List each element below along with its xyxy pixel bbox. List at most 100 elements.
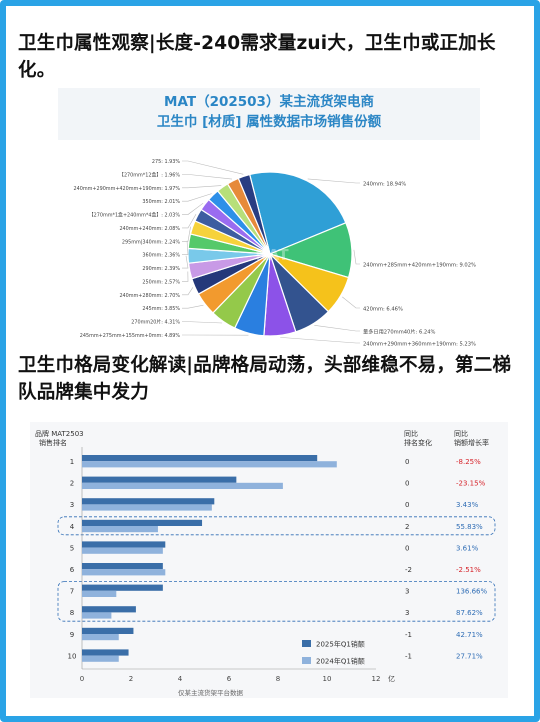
pie-slice-label: 240mm: 18.94% <box>363 182 406 188</box>
rank-label: 8 <box>70 609 74 617</box>
pie-slice-label: 240mm+240mm: 2.08% <box>119 226 180 232</box>
growth-value: -8.25% <box>456 458 481 466</box>
bar-2025 <box>82 606 136 613</box>
rank-change-value: 0 <box>405 480 409 488</box>
bar-2024 <box>82 547 163 554</box>
x-tick-label: 8 <box>276 675 280 683</box>
pie-slice-label: 245mm: 3.85% <box>142 306 180 312</box>
rank-label: 2 <box>70 480 74 488</box>
x-unit-label: 亿 <box>388 674 395 683</box>
pie-slice-label: 240mm+280mm: 2.70% <box>119 293 180 299</box>
pie-leader-line <box>182 271 189 282</box>
pie-slice-label: 295mm|340mm: 2.24% <box>122 239 180 245</box>
rank-label: 7 <box>70 588 74 596</box>
x-tick-label: 0 <box>80 675 84 683</box>
pie-leader-line <box>307 178 360 184</box>
pie-leader-line <box>182 193 212 202</box>
pie-leader-line <box>182 321 223 324</box>
bar-2024 <box>82 655 119 662</box>
bar-2025 <box>82 519 203 526</box>
rank-change-value: -1 <box>405 652 412 660</box>
growth-value: 42.71% <box>456 631 483 639</box>
highlight-box <box>57 516 496 536</box>
pie-slice-label: 【270mm*12盒】: 1.96% <box>119 171 180 178</box>
growth-value: -2.51% <box>456 566 481 574</box>
pie-slice <box>248 171 347 255</box>
rank-label: 4 <box>70 523 75 531</box>
pie-title-box: MAT（202503）某主流货架电商 卫生巾 [材质] 属性数据市场销售份额 <box>58 88 480 140</box>
pie-leader-line <box>182 160 244 175</box>
rank-change-value: 2 <box>405 523 409 531</box>
pie-slice <box>237 173 271 255</box>
bar-2025 <box>82 627 134 634</box>
rank-change-value: 0 <box>405 458 409 466</box>
x-tick-label: 4 <box>178 675 183 683</box>
legend-label-2025: 2025年Q1销额 <box>316 640 365 649</box>
bar-2025 <box>82 584 163 591</box>
rank-header: 销售排名 <box>39 438 67 447</box>
rank-label: 6 <box>70 566 75 574</box>
pie-chart-subtitle: 卫生巾 [材质] 属性数据市场销售份额 <box>156 114 382 130</box>
pie-leader-line <box>182 304 204 309</box>
pie-leader-line <box>182 213 197 229</box>
growth-value: 87.62% <box>456 609 483 617</box>
bar-2024 <box>82 504 212 511</box>
pie-slice-label: 245mm+275mm+155mm+0mm: 4.89% <box>80 333 181 339</box>
bar-2025 <box>82 498 215 505</box>
pie-leader-line <box>353 249 360 265</box>
bar-2025 <box>82 541 166 548</box>
pie-slice-label: 250mm: 2.57% <box>142 279 180 285</box>
section-heading-attributes: 卫生巾属性观察|长度-240需求量zui大，卫生巾或正加长化。 <box>18 33 496 81</box>
rank-change-value: 0 <box>405 544 409 552</box>
x-tick-label: 12 <box>372 675 381 683</box>
growth-header: 同比 <box>454 429 468 438</box>
pie-leader-line <box>182 226 191 242</box>
pie-chart-title: MAT（202503）某主流货架电商 <box>164 94 374 110</box>
bar-2024 <box>82 590 117 597</box>
section-heading-brands: 卫生巾格局变化解读|品牌格局动荡，头部维稳不易，第二梯队品牌集中发力 <box>18 355 512 403</box>
legend-label-2024: 2024年Q1销额 <box>316 657 365 666</box>
growth-value: 27.71% <box>456 652 483 660</box>
rank-label: 9 <box>70 631 74 639</box>
pie-leader-line <box>182 185 222 189</box>
rank-change-value: 3 <box>405 588 409 596</box>
growth-value: 3.61% <box>456 544 479 552</box>
pie-slice-label: 【270mm*1盒+240mm*4盒】: 2.03% <box>89 212 181 219</box>
rank-change-value: -1 <box>405 631 412 639</box>
legend-swatch-2025 <box>302 640 311 647</box>
pie-slice-label: 350mm: 2.01% <box>142 199 180 205</box>
source-note: 仅某主流货架平台数据 <box>178 688 244 697</box>
bar-2025 <box>82 455 318 462</box>
pie-leader-line <box>182 240 189 255</box>
pie-slice-label: 240mm+290mm+360mm+190mm: 5.23% <box>363 342 476 348</box>
pie-slice-label: 360mm: 2.36% <box>142 253 180 259</box>
rank-change-value: 0 <box>405 501 409 509</box>
bar-2024 <box>82 612 112 619</box>
pie-chart-panel: MAT（202503）某主流货架电商 卫生巾 [材质] 属性数据市场销售份额 2… <box>58 88 480 348</box>
x-tick-label: 6 <box>227 675 232 683</box>
pie-slice-label: 275: 1.93% <box>152 159 180 165</box>
pie-leader-line <box>182 174 233 180</box>
pie-slice-label: 270mm20片: 4.31% <box>131 319 180 326</box>
bar-2025 <box>82 476 237 483</box>
rank-change-value: -2 <box>405 566 412 574</box>
growth-value: 136.66% <box>456 588 487 596</box>
bar-chart-panel: 品牌 MAT2503 销售排名 同比 排名变化 同比 销额增长率 1 0 -8.25% 2 0 -23… <box>30 422 508 698</box>
pie-leader-line <box>280 337 360 344</box>
bar-2024 <box>82 482 283 489</box>
legend-swatch-2024 <box>302 657 311 664</box>
growth-value: 55.83% <box>456 523 483 531</box>
pie-slice-label: 240mm+285mm+420mm+190mm: 9.02% <box>363 263 476 269</box>
rank-label: 10 <box>68 652 77 660</box>
bar-2024 <box>82 461 337 468</box>
bar-2025 <box>82 649 129 656</box>
bar-2025 <box>82 563 163 570</box>
pie-leader-line <box>182 202 204 215</box>
pie-slice-label: 290mm: 2.39% <box>142 266 180 272</box>
pie-slice-label: 量多日用270mm40片: 6.24% <box>363 328 435 336</box>
bar-2024 <box>82 569 166 576</box>
rank-label: 1 <box>70 458 74 466</box>
x-tick-label: 10 <box>323 675 332 683</box>
